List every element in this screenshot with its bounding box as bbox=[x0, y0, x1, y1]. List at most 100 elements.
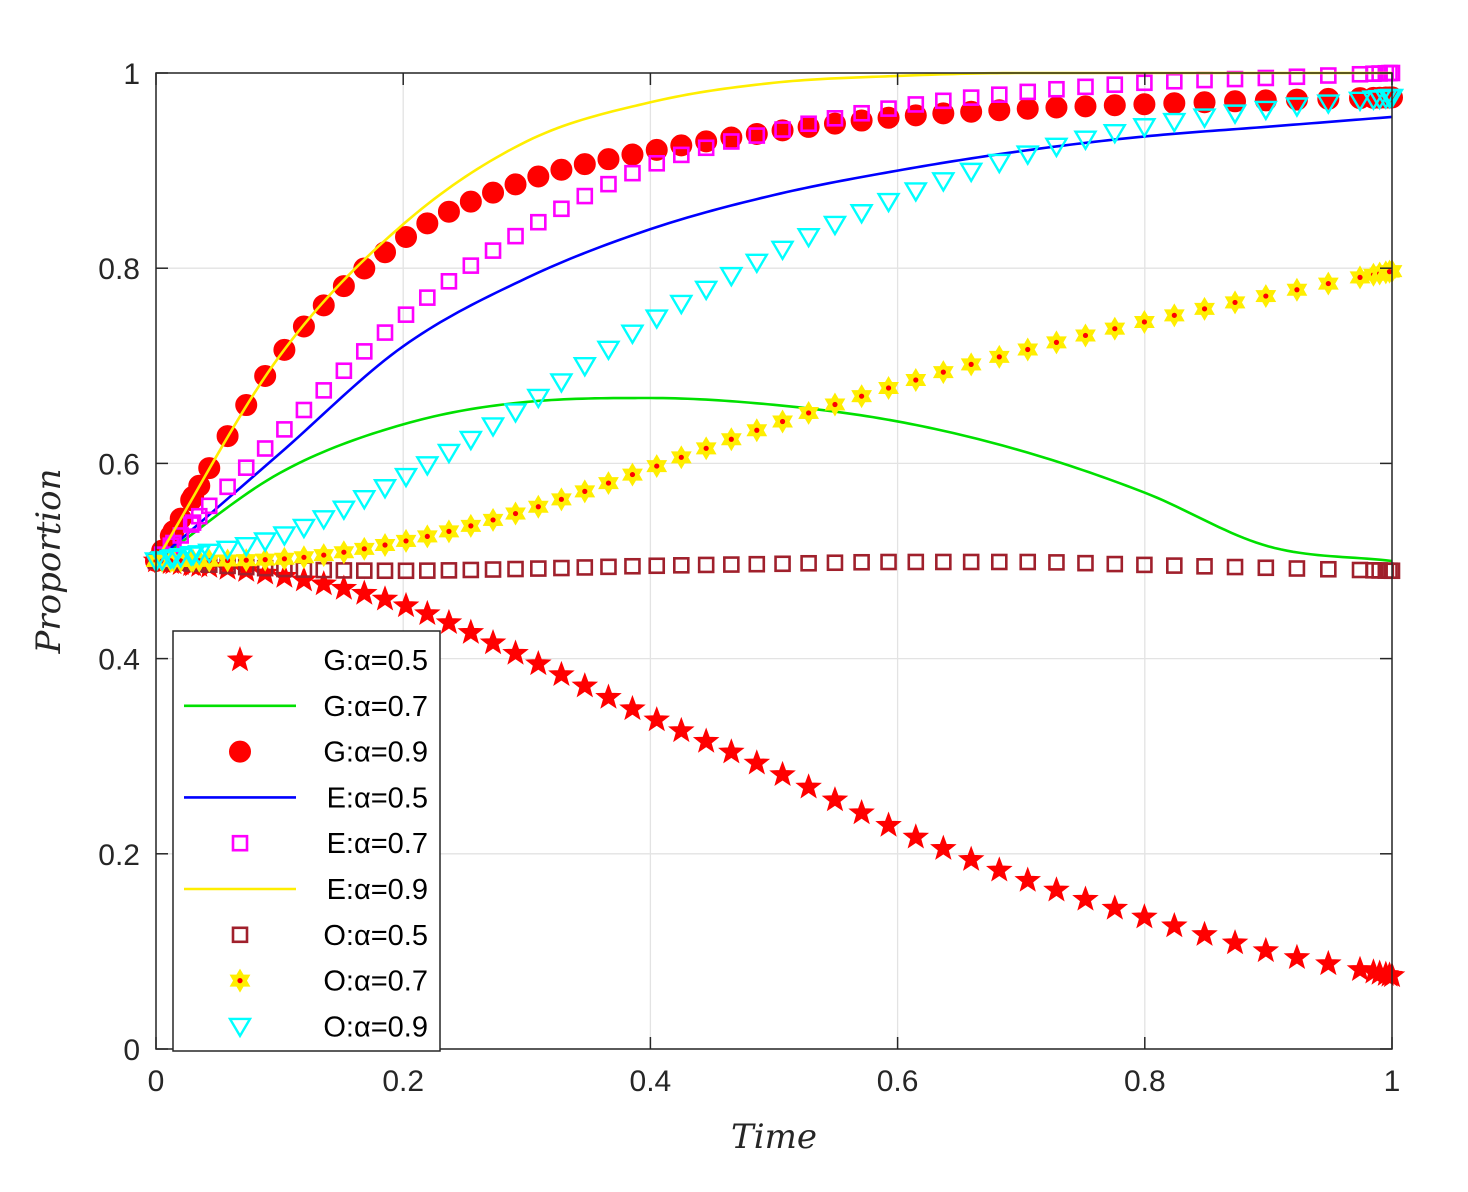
data-point bbox=[1163, 92, 1186, 115]
legend-label: O:α=0.7 bbox=[323, 966, 428, 998]
data-point bbox=[774, 555, 791, 573]
data-point bbox=[353, 536, 375, 561]
data-point bbox=[907, 96, 925, 113]
data-point bbox=[600, 558, 617, 576]
data-point bbox=[695, 436, 717, 461]
data-point bbox=[853, 553, 870, 571]
data-point bbox=[507, 227, 524, 245]
data-point bbox=[1073, 130, 1098, 152]
data-point bbox=[876, 192, 901, 214]
data-point bbox=[990, 553, 1008, 571]
hexagram-center bbox=[940, 369, 946, 375]
data-point bbox=[1015, 145, 1040, 166]
data-point bbox=[549, 373, 574, 394]
data-point bbox=[1017, 337, 1039, 362]
data-point bbox=[548, 660, 575, 687]
hexagram-center bbox=[1053, 339, 1060, 345]
data-point bbox=[620, 324, 645, 346]
hexagram-center bbox=[468, 523, 474, 529]
data-point bbox=[482, 507, 504, 532]
data-point bbox=[507, 560, 524, 578]
data-point bbox=[526, 388, 551, 410]
y-tick-label: 0.2 bbox=[98, 839, 140, 872]
data-point bbox=[1163, 303, 1185, 328]
data-point bbox=[256, 440, 274, 457]
data-point bbox=[331, 500, 356, 522]
data-point bbox=[1131, 903, 1158, 929]
data-point bbox=[414, 599, 441, 626]
hexagram-center bbox=[1201, 306, 1208, 312]
hexagram-center bbox=[1294, 287, 1300, 293]
data-point bbox=[392, 591, 420, 618]
y-tick-label: 1 bbox=[123, 58, 140, 91]
data-point bbox=[902, 823, 930, 849]
data-point bbox=[1161, 912, 1188, 938]
data-point bbox=[395, 225, 418, 248]
legend-item: E:α=0.9 bbox=[184, 874, 428, 906]
data-point bbox=[1077, 554, 1094, 572]
legend-label: O:α=0.5 bbox=[323, 920, 428, 952]
data-point bbox=[1162, 112, 1187, 134]
x-tick-label: 0.8 bbox=[1124, 1065, 1166, 1098]
hexagram-center bbox=[424, 533, 430, 540]
hexagram-center bbox=[237, 978, 243, 984]
data-point bbox=[1016, 97, 1039, 120]
legend-marker bbox=[231, 926, 249, 944]
data-point bbox=[1226, 558, 1244, 576]
data-point bbox=[743, 749, 771, 775]
data-point bbox=[437, 200, 460, 223]
hexagram-center bbox=[341, 549, 347, 555]
x-tick-label: 1 bbox=[1384, 1065, 1401, 1098]
hexagram-center bbox=[703, 445, 709, 451]
data-point bbox=[576, 559, 594, 576]
x-axis-title: Time bbox=[731, 1117, 817, 1157]
data-point bbox=[1104, 316, 1126, 341]
data-point bbox=[397, 306, 415, 323]
data-point bbox=[748, 127, 766, 144]
data-point bbox=[1315, 949, 1342, 976]
data-point bbox=[553, 559, 570, 577]
legend-item: G:α=0.7 bbox=[184, 691, 428, 723]
data-point bbox=[848, 798, 875, 825]
data-point bbox=[988, 99, 1011, 122]
data-point bbox=[719, 266, 744, 288]
data-point bbox=[930, 834, 957, 860]
data-point bbox=[824, 392, 846, 417]
y-tick-label: 0.6 bbox=[98, 448, 140, 481]
data-point bbox=[1074, 95, 1097, 118]
data-point bbox=[800, 554, 817, 572]
data-point bbox=[720, 427, 742, 452]
data-point bbox=[1103, 94, 1126, 117]
data-point bbox=[849, 204, 874, 225]
data-point bbox=[798, 400, 819, 425]
data-point bbox=[274, 546, 295, 571]
data-point bbox=[748, 555, 766, 573]
data-point bbox=[1192, 108, 1217, 129]
hexagram-center bbox=[281, 556, 287, 562]
data-point bbox=[597, 148, 620, 171]
data-point bbox=[624, 557, 641, 575]
legend-item: G:α=0.5 bbox=[226, 645, 428, 677]
data-point bbox=[504, 173, 527, 196]
data-point bbox=[990, 86, 1008, 103]
data-point bbox=[622, 462, 643, 487]
data-point bbox=[723, 556, 740, 573]
series-line bbox=[155, 396, 1393, 563]
data-point bbox=[530, 560, 547, 577]
hexagram-center bbox=[996, 354, 1002, 360]
x-tick-label: 0 bbox=[148, 1065, 165, 1098]
data-point bbox=[419, 562, 436, 579]
data-point bbox=[313, 543, 335, 568]
data-point bbox=[312, 294, 335, 317]
data-point bbox=[1166, 557, 1183, 574]
data-point bbox=[957, 845, 985, 871]
data-point bbox=[795, 773, 822, 799]
data-point bbox=[374, 533, 396, 558]
data-point bbox=[1222, 104, 1248, 125]
data-point bbox=[1193, 91, 1216, 114]
legend-label: G:α=0.5 bbox=[323, 645, 428, 677]
data-point bbox=[1101, 894, 1129, 920]
hexagram-center bbox=[779, 418, 786, 425]
legend-label: G:α=0.7 bbox=[323, 691, 428, 723]
data-point bbox=[460, 513, 482, 538]
